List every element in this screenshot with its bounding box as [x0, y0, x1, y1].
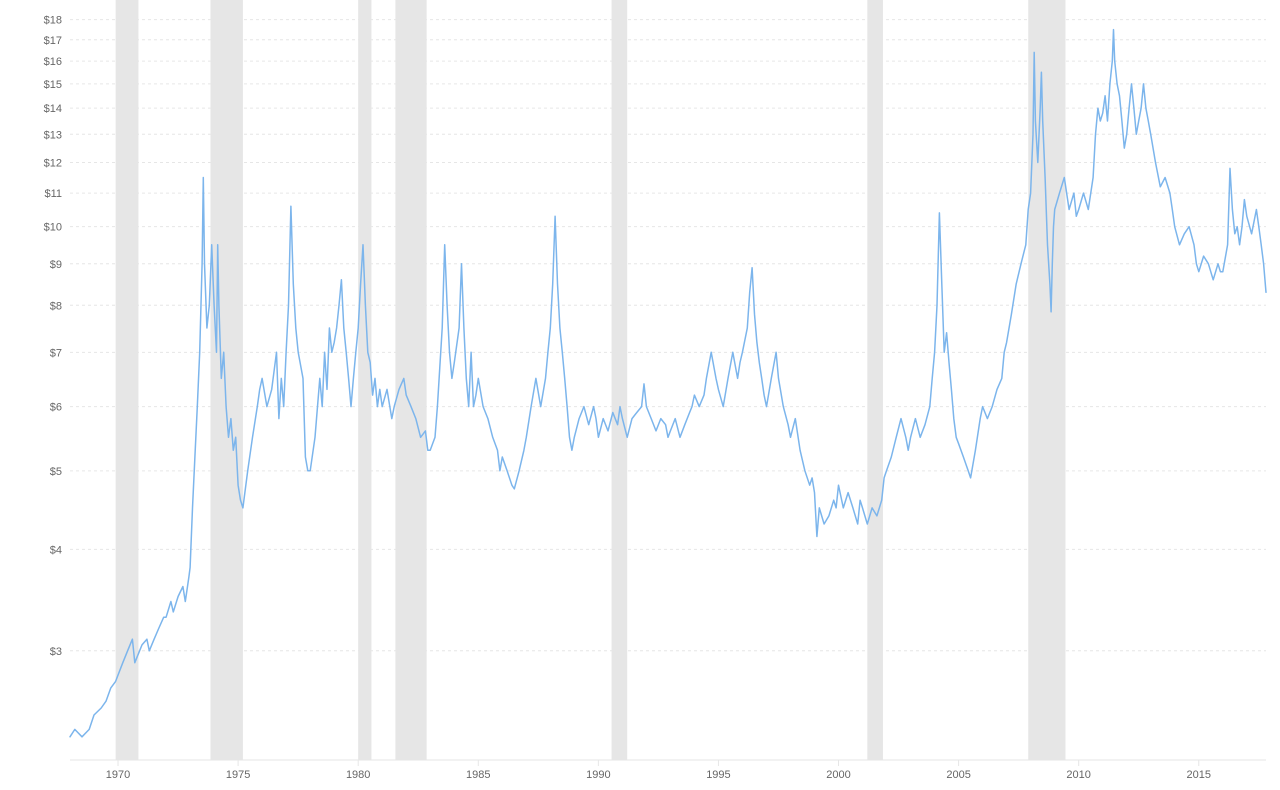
x-tick-label: 2005 — [946, 769, 970, 781]
y-tick-label: $3 — [50, 646, 62, 658]
y-tick-label: $8 — [50, 300, 62, 312]
y-tick-label: $12 — [44, 157, 62, 169]
recession-band — [612, 0, 628, 760]
x-tick-label: 2000 — [826, 769, 850, 781]
recession-band — [116, 0, 139, 760]
recession-band — [867, 0, 883, 760]
x-tick-label: 1970 — [106, 769, 130, 781]
x-tick-label: 1995 — [706, 769, 730, 781]
y-tick-label: $11 — [44, 188, 62, 200]
y-tick-label: $13 — [44, 129, 62, 141]
price-chart: $3 $4 $5 $6 $7 $8 $9 $10 $11 $12 $13 $14 $15 $16 $17 $1… — [0, 0, 1280, 790]
y-tick-label: $16 — [44, 56, 62, 68]
x-tick-label: 1980 — [346, 769, 370, 781]
y-tick-label: $15 — [44, 79, 62, 91]
y-tick-label: $18 — [44, 15, 62, 27]
y-tick-label: $5 — [50, 466, 62, 478]
y-tick-label: $4 — [50, 544, 62, 556]
y-tick-label: $6 — [50, 402, 62, 414]
y-tick-label: $7 — [50, 347, 62, 359]
x-tick-label: 1990 — [586, 769, 610, 781]
recession-band — [358, 0, 371, 760]
x-tick-label: 1975 — [226, 769, 250, 781]
recession-band — [210, 0, 242, 760]
y-tick-label: $9 — [50, 259, 62, 271]
y-tick-label: $14 — [44, 103, 62, 115]
recession-band — [395, 0, 426, 760]
x-tick-label: 2010 — [1066, 769, 1090, 781]
x-tick-label: 1985 — [466, 769, 490, 781]
y-tick-label: $17 — [44, 35, 62, 47]
y-tick-label: $10 — [44, 222, 62, 234]
x-tick-label: 2015 — [1187, 769, 1211, 781]
